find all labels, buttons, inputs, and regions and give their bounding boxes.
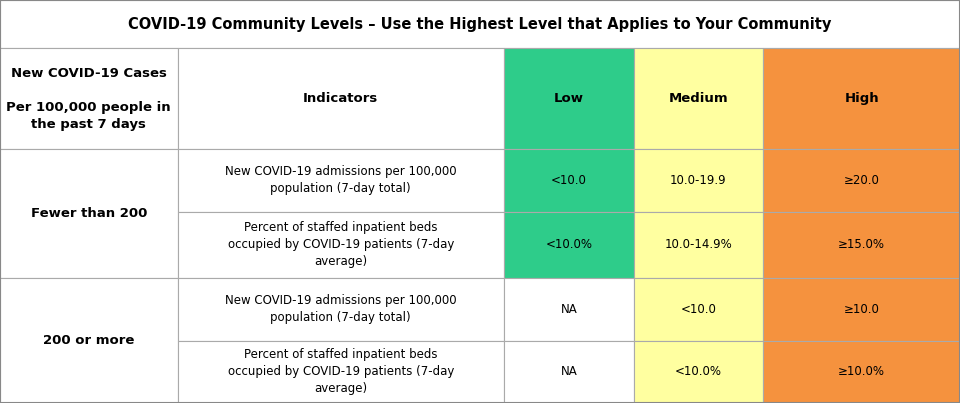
Text: New COVID-19 admissions per 100,000
population (7-day total): New COVID-19 admissions per 100,000 popu… [225,165,457,195]
Bar [504,212,634,278]
Bar [504,149,634,212]
Bar [763,48,960,149]
Bar [504,278,634,341]
Text: <10.0: <10.0 [551,174,587,187]
Text: ≥10.0%: ≥10.0% [838,365,885,378]
Bar [763,341,960,403]
Bar [634,149,763,212]
Bar [763,278,960,341]
Text: Percent of staffed inpatient beds
occupied by COVID-19 patients (7-day
average): Percent of staffed inpatient beds occupi… [228,221,454,268]
Text: ≥15.0%: ≥15.0% [838,238,885,251]
Text: 10.0-14.9%: 10.0-14.9% [664,238,732,251]
Bar [504,48,634,149]
Bar [763,212,960,278]
Bar [634,278,763,341]
Text: Percent of staffed inpatient beds
occupied by COVID-19 patients (7-day
average): Percent of staffed inpatient beds occupi… [228,348,454,395]
Text: New COVID-19 admissions per 100,000
population (7-day total): New COVID-19 admissions per 100,000 popu… [225,294,457,324]
Text: ≥20.0: ≥20.0 [844,174,879,187]
Bar [178,48,504,149]
Text: Low: Low [554,92,584,105]
Bar [634,341,763,403]
Text: NA: NA [561,365,577,378]
Bar [0,149,178,278]
Text: New COVID-19 Cases

Per 100,000 people in
the past 7 days: New COVID-19 Cases Per 100,000 people in… [7,67,171,131]
Text: Fewer than 200: Fewer than 200 [31,207,147,220]
Bar [634,48,763,149]
Bar [634,212,763,278]
Text: 200 or more: 200 or more [43,334,134,347]
Text: Indicators: Indicators [303,92,378,105]
Bar [763,149,960,212]
Text: <10.0: <10.0 [681,303,716,316]
Bar [0,0,960,48]
Text: ≥10.0: ≥10.0 [844,303,879,316]
Text: 10.0-19.9: 10.0-19.9 [670,174,727,187]
Bar [178,341,504,403]
Text: COVID-19 Community Levels – Use the Highest Level that Applies to Your Community: COVID-19 Community Levels – Use the High… [129,17,831,32]
Bar [178,212,504,278]
Bar [178,149,504,212]
Text: NA: NA [561,303,577,316]
Text: <10.0%: <10.0% [675,365,722,378]
Bar [178,278,504,341]
Bar [0,48,178,149]
Text: <10.0%: <10.0% [545,238,592,251]
Text: High: High [844,92,879,105]
Bar [0,278,178,403]
Bar [504,341,634,403]
Text: Medium: Medium [668,92,729,105]
